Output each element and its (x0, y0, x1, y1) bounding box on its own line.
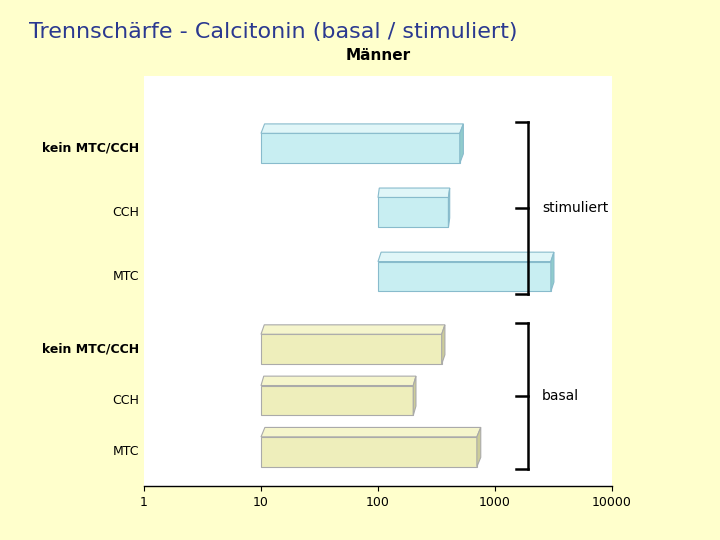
Bar (261, 437, 477, 467)
Bar (378, 198, 449, 227)
Polygon shape (378, 188, 450, 198)
Text: kein MTC/CCH: kein MTC/CCH (42, 142, 140, 155)
Polygon shape (449, 188, 450, 227)
Text: basal: basal (542, 389, 579, 403)
Text: Trennschärfe - Calcitonin (basal / stimuliert): Trennschärfe - Calcitonin (basal / stimu… (29, 22, 517, 42)
Text: CCH: CCH (112, 394, 140, 407)
Polygon shape (261, 124, 464, 133)
Text: stimuliert: stimuliert (542, 201, 608, 215)
Polygon shape (261, 325, 445, 334)
Polygon shape (413, 376, 416, 415)
Polygon shape (261, 428, 481, 437)
Text: CCH: CCH (112, 206, 140, 219)
Text: kein MTC/CCH: kein MTC/CCH (42, 343, 140, 356)
Polygon shape (460, 124, 464, 163)
Text: MTC: MTC (113, 446, 140, 458)
Polygon shape (551, 252, 554, 292)
Bar (261, 334, 441, 364)
Polygon shape (477, 428, 481, 467)
Polygon shape (378, 252, 554, 261)
Text: MTC: MTC (113, 270, 140, 283)
Bar (378, 261, 551, 292)
Bar (261, 133, 460, 163)
Polygon shape (441, 325, 445, 364)
Bar (261, 386, 413, 415)
Text: Männer: Männer (346, 48, 410, 63)
Polygon shape (261, 376, 416, 386)
